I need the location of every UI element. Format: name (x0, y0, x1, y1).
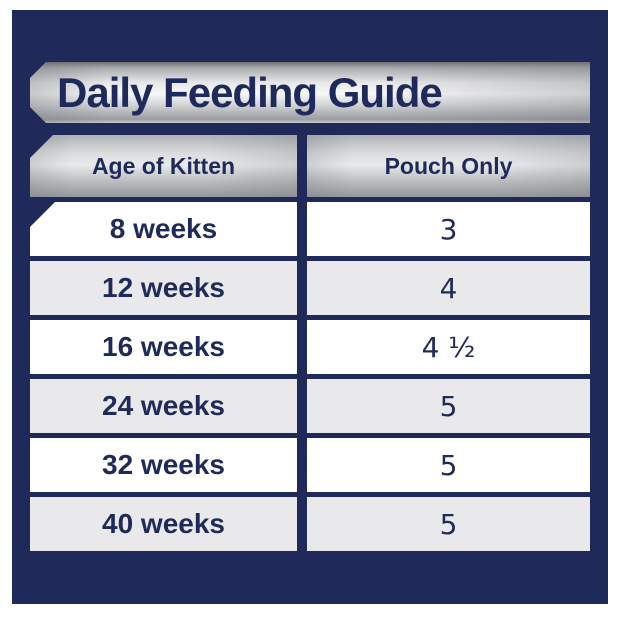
age-cell: 32 weeks (30, 438, 297, 492)
age-value: 40 weeks (102, 508, 225, 539)
page-title: Daily Feeding Guide (57, 68, 442, 116)
age-value: 12 weeks (102, 272, 225, 303)
table-row: 12 weeks 4 (30, 261, 590, 315)
pouch-cell: 4 (307, 261, 590, 315)
age-cell: 16 weeks (30, 320, 297, 374)
table-row: 40 weeks 5 (30, 497, 590, 551)
header-cell-age-of-kitten: Age of Kitten (30, 135, 297, 197)
pouch-count-value: 3 (439, 212, 458, 246)
pouch-count-value: 4 ½ (421, 330, 476, 364)
table-row: 8 weeks 3 (30, 202, 590, 256)
header-cell-pouch-only: Pouch Only (307, 135, 590, 197)
age-value: 32 weeks (102, 449, 225, 480)
age-cell: 40 weeks (30, 497, 297, 551)
table-row: 24 weeks 5 (30, 379, 590, 433)
pouch-cell: 4 ½ (307, 320, 590, 374)
age-cell: 12 weeks (30, 261, 297, 315)
pouch-cell: 3 (307, 202, 590, 256)
pouch-count-value: 5 (439, 507, 458, 541)
pouch-count-value: 5 (439, 448, 458, 482)
age-value: 16 weeks (102, 331, 225, 362)
pouch-cell: 5 (307, 438, 590, 492)
pouch-count-value: 4 (439, 271, 458, 305)
title-banner: Daily Feeding Guide (30, 62, 590, 123)
age-cell: 24 weeks (30, 379, 297, 433)
feeding-table-body: 8 weeks 3 12 weeks 4 16 weeks 4 ½ 24 wee… (30, 202, 590, 556)
age-cell: 8 weeks (30, 202, 297, 256)
pouch-count-value: 5 (439, 389, 458, 423)
table-row: 16 weeks 4 ½ (30, 320, 590, 374)
pouch-cell: 5 (307, 497, 590, 551)
age-value: 24 weeks (102, 390, 225, 421)
age-value: 8 weeks (109, 213, 218, 244)
table-row: 32 weeks 5 (30, 438, 590, 492)
pouch-cell: 5 (307, 379, 590, 433)
